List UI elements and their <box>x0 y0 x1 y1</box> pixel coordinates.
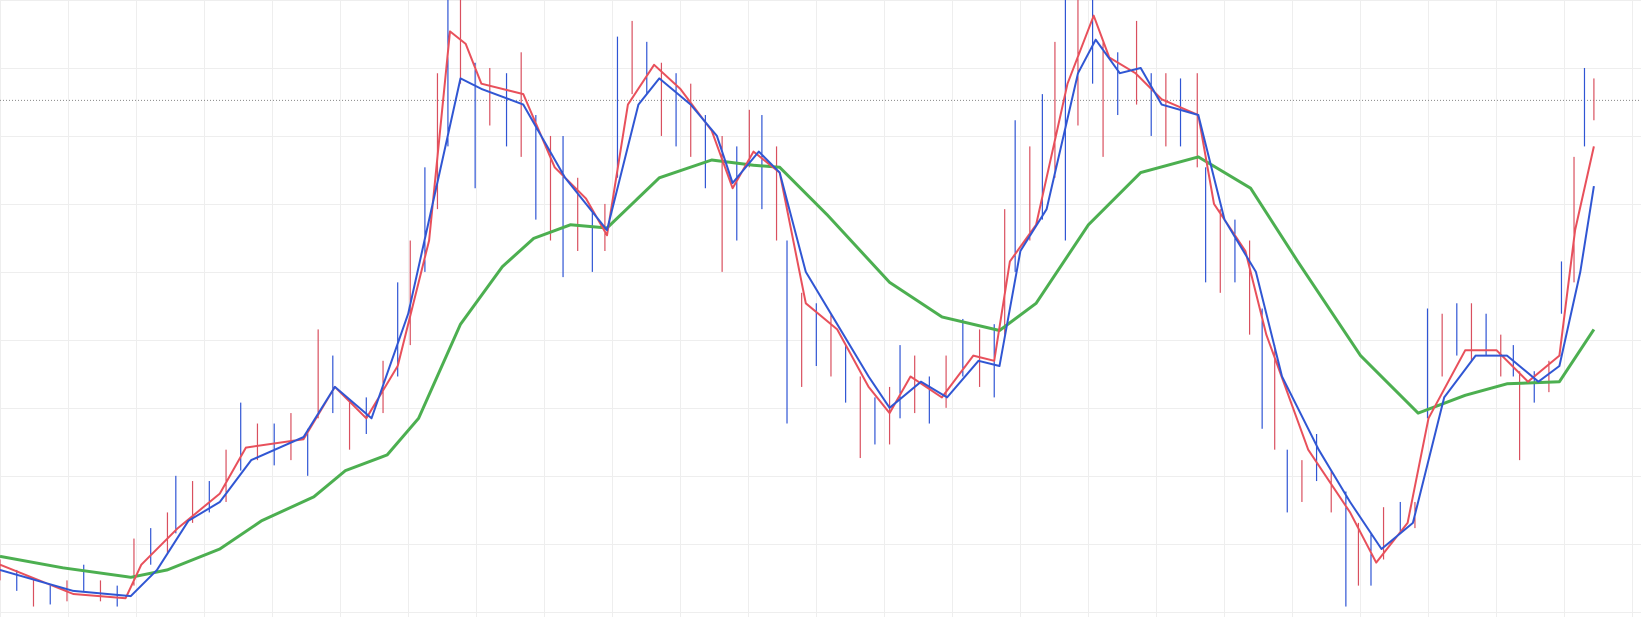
moving-average-line <box>0 38 1595 598</box>
moving-average-line <box>0 14 1595 600</box>
moving-average-line <box>0 155 1596 579</box>
